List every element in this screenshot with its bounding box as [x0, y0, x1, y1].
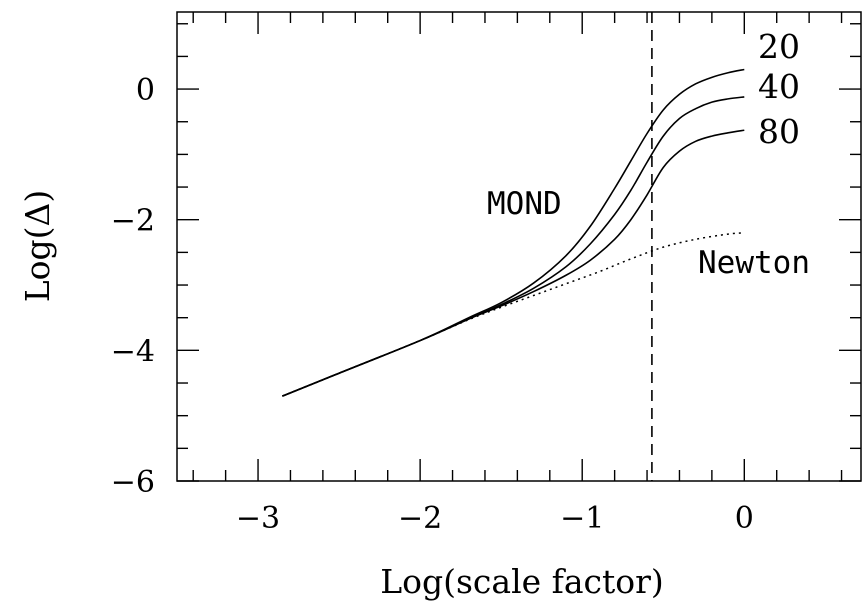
x-tick-labels: −3 −2 −1 0: [236, 501, 754, 536]
x-tick-label: 0: [735, 501, 754, 536]
series-line-80: [282, 129, 745, 397]
newton-label: Newton: [698, 245, 810, 281]
series-lines: [282, 68, 745, 397]
y-tick-label: −6: [111, 465, 155, 500]
y-axis-title: Log(Δ): [18, 190, 57, 303]
series-label-40: 40: [758, 67, 800, 106]
mond-label: MOND: [487, 186, 562, 222]
series-label-20: 20: [758, 27, 800, 66]
x-tick-label: −2: [398, 501, 442, 536]
series-line-newton: [282, 232, 745, 397]
x-axis-title: Log(scale factor): [380, 562, 664, 601]
x-tick-label: −1: [560, 501, 604, 536]
y-tick-labels: 0 −2 −4 −6: [111, 73, 155, 500]
series-line-40: [282, 96, 745, 397]
y-tick-label: −2: [111, 204, 155, 239]
series-label-80: 80: [758, 112, 800, 151]
y-tick-label: −4: [111, 334, 155, 369]
series-line-20: [282, 68, 745, 397]
y-tick-label: 0: [136, 73, 155, 108]
x-tick-label: −3: [236, 501, 280, 536]
plot-frame: [176, 11, 862, 482]
axis-ticks: [177, 12, 861, 482]
